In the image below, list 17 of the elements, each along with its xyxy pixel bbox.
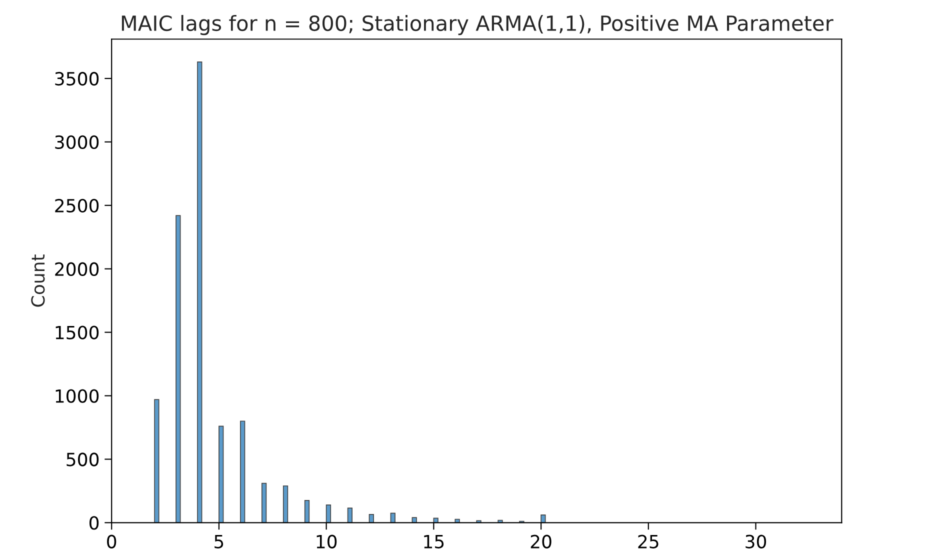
y-tick-label: 0	[89, 516, 99, 530]
x-tick-label: 25	[638, 534, 658, 548]
y-tick-label: 1500	[56, 326, 99, 340]
y-tick-label: 2000	[55, 262, 99, 276]
x-tick-label: 0	[107, 534, 116, 548]
y-tick-label: 500	[66, 452, 99, 466]
y-tick-label: 3000	[55, 135, 99, 150]
x-tick-label: 20	[530, 534, 552, 548]
x-tick-label: 15	[424, 535, 444, 548]
chart-title: MAIC lags for n = 800; Stationary ARMA(1,1), Positive MA Parameter	[122, 14, 834, 36]
y-tick-label: 1000	[56, 389, 99, 403]
x-tick-label: 5	[214, 535, 224, 548]
x-tick-label: 30	[746, 534, 766, 548]
y-tick-label: 2500	[55, 198, 99, 212]
y-tick-label: 3500	[55, 72, 99, 86]
y-axis-title: Count	[31, 254, 45, 307]
x-tick-label: 10	[316, 534, 337, 548]
